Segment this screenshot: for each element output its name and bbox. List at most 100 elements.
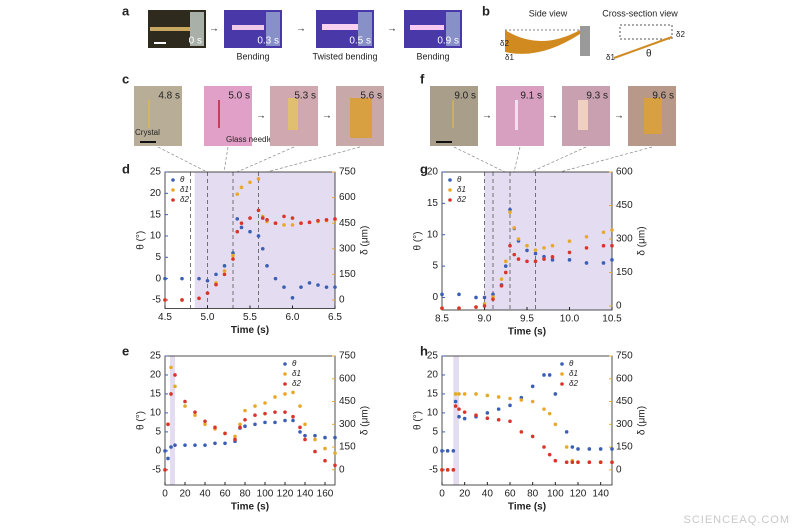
y-tick-label: 0 bbox=[432, 445, 438, 456]
data-point bbox=[440, 306, 444, 311]
data-point bbox=[564, 445, 569, 449]
data-point bbox=[440, 449, 444, 453]
crystal bbox=[578, 100, 588, 130]
data-point bbox=[290, 216, 295, 220]
data-point bbox=[457, 292, 461, 297]
crystal bbox=[452, 100, 454, 128]
caption: Glass needle bbox=[226, 135, 273, 144]
data-point bbox=[610, 460, 614, 465]
panel-label: e bbox=[122, 343, 129, 358]
data-point bbox=[440, 292, 444, 297]
y2-tick-label: 600 bbox=[616, 167, 633, 178]
data-point bbox=[180, 276, 184, 281]
data-point bbox=[451, 468, 456, 472]
data-point bbox=[239, 221, 244, 225]
data-point bbox=[260, 216, 265, 220]
x-tick-label: 120 bbox=[570, 489, 587, 500]
y-tick-label: 25 bbox=[427, 351, 439, 362]
data-point bbox=[547, 452, 552, 457]
data-point bbox=[222, 269, 227, 273]
data-point bbox=[512, 226, 517, 230]
legend-marker bbox=[171, 178, 175, 182]
y2-tick-label: 600 bbox=[616, 373, 633, 384]
crystal bbox=[288, 98, 298, 130]
data-point bbox=[273, 395, 277, 399]
data-point bbox=[550, 258, 555, 262]
crystal bbox=[410, 25, 444, 30]
y2-tick-label: 600 bbox=[339, 373, 356, 384]
data-point bbox=[542, 257, 546, 261]
data-point bbox=[530, 384, 535, 389]
bent-crystal bbox=[505, 30, 580, 54]
symbol: δ1 bbox=[505, 53, 514, 62]
data-point bbox=[553, 422, 558, 427]
data-point bbox=[303, 437, 307, 442]
y-tick-label: 15 bbox=[150, 389, 162, 400]
data-point bbox=[243, 417, 247, 422]
data-point bbox=[474, 413, 478, 417]
photo-time: 5.0 s bbox=[228, 91, 250, 102]
y-tick-label: 0 bbox=[432, 292, 438, 303]
data-point bbox=[290, 223, 295, 227]
data-point bbox=[256, 208, 261, 213]
data-point bbox=[530, 399, 535, 404]
data-point bbox=[598, 460, 603, 465]
shaded-region bbox=[170, 356, 175, 485]
y2-tick-label: 300 bbox=[616, 234, 633, 245]
data-point bbox=[576, 447, 580, 451]
data-point bbox=[283, 410, 287, 414]
y-tick-label: 10 bbox=[150, 231, 162, 242]
data-point bbox=[496, 407, 501, 411]
data-point bbox=[499, 284, 504, 288]
y-tick-label: 0 bbox=[155, 445, 161, 456]
data-point bbox=[542, 445, 546, 449]
panel-label: g bbox=[420, 161, 428, 176]
data-point bbox=[485, 411, 490, 415]
data-point bbox=[570, 460, 575, 465]
data-point bbox=[205, 291, 210, 295]
legend-label: δ2 bbox=[457, 195, 466, 204]
data-point bbox=[474, 295, 478, 300]
data-point bbox=[508, 419, 512, 424]
y2-tick-label: 300 bbox=[339, 243, 356, 254]
panel-label: h bbox=[420, 343, 428, 358]
x-axis-label: Time (s) bbox=[508, 327, 546, 338]
data-point bbox=[222, 272, 227, 277]
data-point bbox=[197, 276, 201, 281]
legend-marker bbox=[283, 372, 287, 376]
x-tick-label: 100 bbox=[257, 489, 274, 500]
data-point bbox=[512, 252, 517, 257]
y2-tick-label: 300 bbox=[339, 419, 356, 430]
data-point bbox=[231, 253, 235, 258]
data-point bbox=[253, 413, 257, 417]
x-tick-label: 20 bbox=[179, 489, 191, 500]
y2-tick-label: 0 bbox=[339, 464, 345, 475]
legend-label: δ1 bbox=[292, 369, 301, 378]
data-point bbox=[213, 441, 217, 446]
data-point bbox=[598, 447, 603, 451]
data-point bbox=[567, 239, 572, 244]
data-point bbox=[508, 210, 512, 214]
data-point bbox=[610, 447, 614, 451]
y-tick-label: 25 bbox=[150, 351, 162, 362]
x-tick-label: 160 bbox=[317, 489, 334, 500]
data-point bbox=[235, 229, 240, 234]
y2-tick-label: 0 bbox=[339, 295, 345, 306]
arrow: → bbox=[387, 24, 397, 35]
data-point bbox=[291, 418, 295, 423]
x-tick-label: 4.5 bbox=[158, 312, 172, 323]
data-point bbox=[324, 217, 329, 222]
data-point bbox=[223, 431, 227, 436]
data-point bbox=[316, 218, 320, 223]
y-tick-label: -5 bbox=[152, 464, 161, 475]
x-tick-label: 40 bbox=[482, 489, 494, 500]
data-point bbox=[169, 392, 173, 396]
legend-label: θ bbox=[292, 359, 297, 368]
shaded-region bbox=[484, 172, 612, 310]
legend-label: δ1 bbox=[180, 185, 189, 194]
data-point bbox=[173, 384, 177, 389]
data-point bbox=[169, 365, 173, 370]
photo-time: 4.8 s bbox=[158, 91, 180, 102]
y2-tick-label: 300 bbox=[616, 419, 633, 430]
y-tick-label: 10 bbox=[427, 229, 439, 240]
